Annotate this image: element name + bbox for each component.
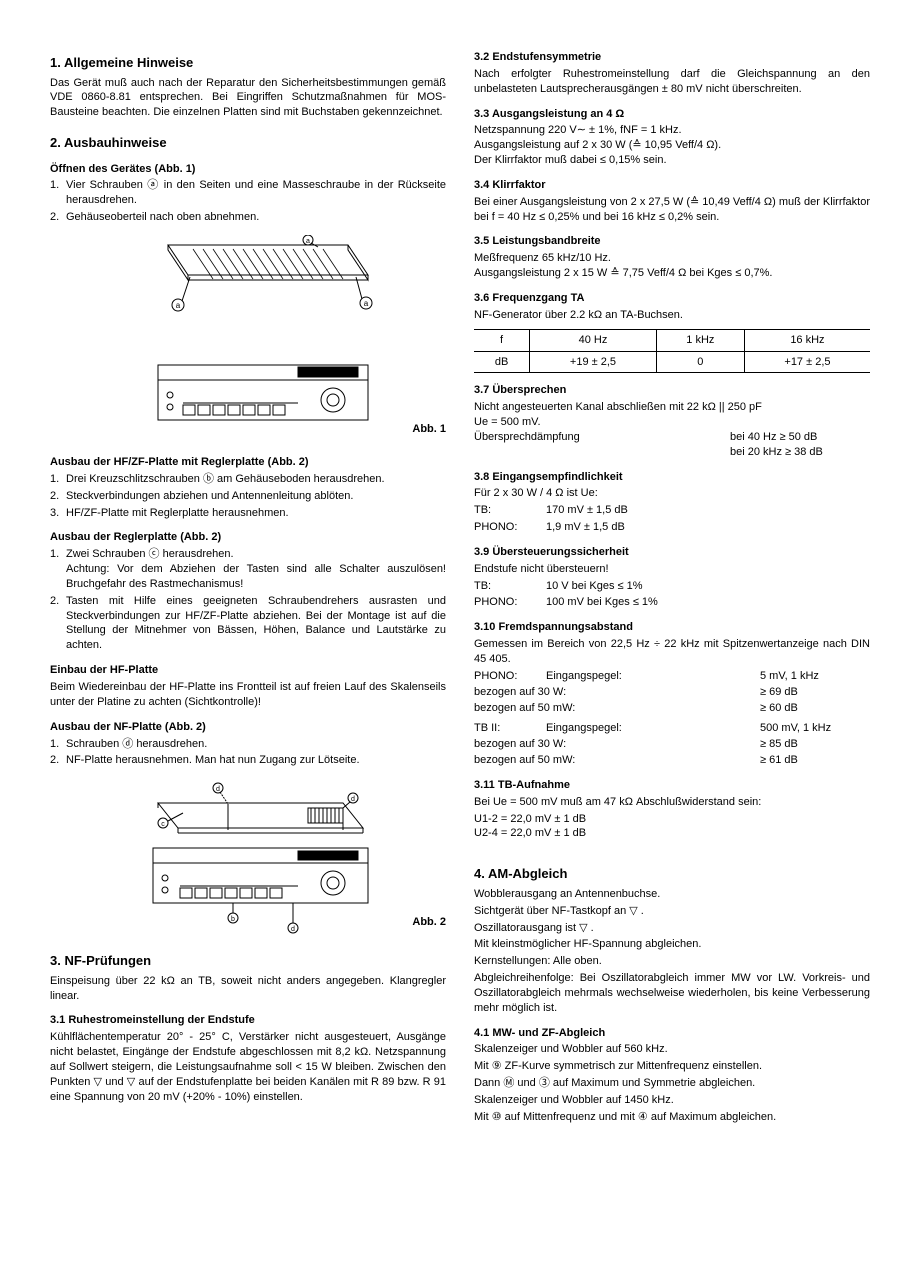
s32-head: 3.2 Endstufensymmetrie <box>474 50 870 65</box>
figure-2: d d c <box>50 778 446 938</box>
svg-text:a: a <box>364 299 369 308</box>
s2d-body: Beim Wiedereinbau der HF-Platte ins Fron… <box>50 680 446 710</box>
section-4-title: 4. AM-Abgleich <box>474 865 870 883</box>
s37-head: 3.7 Übersprechen <box>474 383 870 398</box>
svg-text:d: d <box>351 796 355 803</box>
section-3-title: 3. NF-Prüfungen <box>50 952 446 970</box>
section-1-body: Das Gerät muß auch nach der Reparatur de… <box>50 76 446 121</box>
s2d-head: Einbau der HF-Platte <box>50 663 446 678</box>
s2c-head: Ausbau der Reglerplatte (Abb. 2) <box>50 530 446 545</box>
s2c-list: 1. Zwei Schrauben ⓒ herausdrehen. Achtun… <box>50 547 446 653</box>
section-1-title: 1. Allgemeine Hinweise <box>50 54 446 72</box>
svg-text:b: b <box>231 916 235 923</box>
figure-1-label: Abb. 1 <box>412 422 446 437</box>
svg-text:a: a <box>176 301 181 310</box>
s34-body: Bei einer Ausgangsleistung von 2 x 27,5 … <box>474 195 870 225</box>
s31-body: Kühlflächentemperatur 20° - 25° C, Verst… <box>50 1030 446 1104</box>
s33-head: 3.3 Ausgangsleistung an 4 Ω <box>474 107 870 122</box>
s31-head: 3.1 Ruhestromeinstellung der Endstufe <box>50 1013 446 1028</box>
figure-2-label: Abb. 2 <box>412 915 446 930</box>
svg-text:d: d <box>216 786 220 793</box>
s36-head: 3.6 Frequenzgang TA <box>474 291 870 306</box>
left-column: 1. Allgemeine Hinweise Das Gerät muß auc… <box>50 40 446 1131</box>
svg-text:d: d <box>291 926 295 933</box>
s2a-head: Öffnen des Gerätes (Abb. 1) <box>50 162 446 177</box>
s39-head: 3.9 Übersteuerungssicherheit <box>474 545 870 560</box>
s2a-list: 1.Vier Schrauben ⓐ in den Seiten und ein… <box>50 178 446 225</box>
section-2-title: 2. Ausbauhinweise <box>50 134 446 152</box>
s41-head: 4.1 MW- und ZF-Abgleich <box>474 1026 870 1041</box>
s3-intro: Einspeisung über 22 kΩ an TB, soweit nic… <box>50 974 446 1004</box>
frequency-table: f 40 Hz 1 kHz 16 kHz dB +19 ± 2,5 0 +17 … <box>474 329 870 374</box>
s2b-head: Ausbau der HF/ZF-Platte mit Reglerplatte… <box>50 455 446 470</box>
s38-head: 3.8 Eingangsempfindlichkeit <box>474 470 870 485</box>
s34-head: 3.4 Klirrfaktor <box>474 178 870 193</box>
s2e-head: Ausbau der NF-Platte (Abb. 2) <box>50 720 446 735</box>
svg-text:c: c <box>161 821 165 828</box>
figure-1: a a a <box>50 235 446 445</box>
s2b-list: 1.Drei Kreuzschlitzschrauben ⓑ am Gehäus… <box>50 472 446 521</box>
s35-head: 3.5 Leistungsbandbreite <box>474 234 870 249</box>
right-column: 3.2 Endstufensymmetrie Nach erfolgter Ru… <box>474 40 870 1131</box>
svg-text:a: a <box>306 238 310 245</box>
s311-head: 3.11 TB-Aufnahme <box>474 778 870 793</box>
s32-body: Nach erfolgter Ruhestromeinstellung darf… <box>474 67 870 97</box>
s310-head: 3.10 Fremdspannungsabstand <box>474 620 870 635</box>
s2e-list: 1.Schrauben ⓓ herausdrehen. 2.NF-Platte … <box>50 737 446 769</box>
